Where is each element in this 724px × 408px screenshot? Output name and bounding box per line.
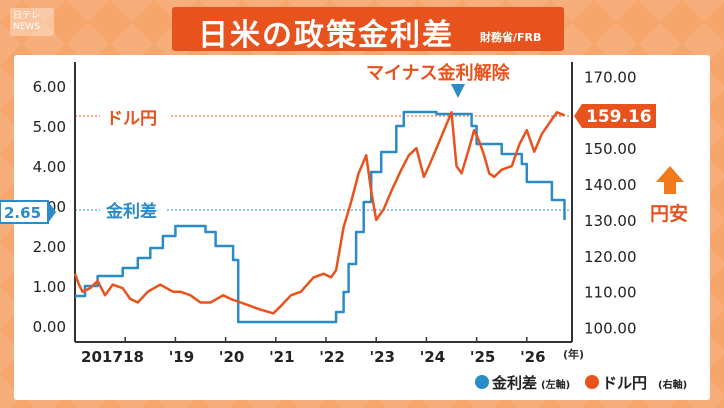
usdjpy-current-value: 159.16 — [586, 107, 652, 127]
right-tick-label: 140.00 — [584, 176, 637, 194]
x-tick-label: '21 — [269, 348, 294, 366]
left-tick-label: 6.00 — [33, 78, 66, 96]
x-tick-label: '23 — [370, 348, 395, 366]
page-title: 日米の政策金利差 — [198, 18, 454, 53]
yen-weak-label: 円安 — [650, 202, 688, 225]
event-label: マイナス金利解除 — [366, 62, 511, 84]
x-tick-label: '20 — [219, 348, 244, 366]
title-banner — [172, 7, 564, 51]
left-tick-label: 4.00 — [33, 158, 66, 176]
legend-label-usdjpy: ドル円 — [602, 374, 647, 392]
x-tick-label: 2017 — [81, 348, 123, 366]
usdjpy-label-bg — [100, 106, 170, 128]
right-tick-label: 170.00 — [584, 68, 637, 86]
legend-label-spread: 金利差 — [491, 374, 537, 392]
right-tick-label: 110.00 — [584, 284, 637, 302]
series-line-spread — [75, 110, 566, 324]
right-tick-label: 120.00 — [584, 248, 637, 266]
x-tick-label: '26 — [520, 348, 545, 366]
left-tick-label: 2.00 — [33, 238, 66, 256]
usdjpy-current-tag — [582, 104, 656, 128]
series-line-usdjpy — [73, 111, 565, 315]
legend-swatch-spread — [475, 375, 489, 389]
x-tick-label: '25 — [470, 348, 495, 366]
x-tick-label: '19 — [169, 348, 194, 366]
right-tick-label: 130.00 — [584, 212, 637, 230]
spread-label-bg — [100, 200, 166, 222]
left-tick-label: 1.00 — [33, 278, 66, 296]
event-marker-icon — [451, 84, 465, 98]
legend-swatch-usdjpy — [585, 375, 599, 389]
left-tick-label: 5.00 — [33, 118, 66, 136]
usdjpy-label: ドル円 — [106, 109, 157, 129]
spread-tag-pointer — [48, 201, 56, 223]
up-arrow-icon — [656, 166, 684, 194]
year-unit: (年) — [563, 347, 584, 361]
legend-axis-spread: (左軸) — [541, 378, 570, 391]
source-credit: 財務省/FRB — [480, 31, 542, 44]
x-tick-label: '18 — [118, 348, 143, 366]
right-tick-label: 150.00 — [584, 140, 637, 158]
legend-axis-usdjpy: (右軸) — [658, 378, 687, 391]
left-axis: 0.001.002.003.004.005.006.00 — [33, 78, 66, 336]
left-tick-label: 0.00 — [33, 318, 66, 336]
right-tick-label: 100.00 — [584, 320, 637, 338]
x-axis: 2017'18 '19 '20 '21 '22 '23 '24 '25 '26 — [74, 337, 546, 366]
spread-label: 金利差 — [105, 201, 157, 222]
spread-current-value: 2.65 — [4, 204, 41, 222]
news-logo: 日テレ NEWS — [10, 8, 54, 36]
usdjpy-tag-pointer — [574, 104, 582, 128]
x-tick-label: '24 — [420, 348, 445, 366]
x-tick-label: '22 — [319, 348, 344, 366]
